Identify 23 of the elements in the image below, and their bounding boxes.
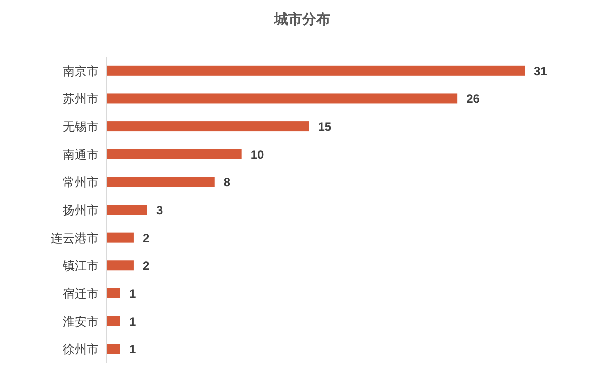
data-label: 2	[142, 231, 150, 246]
category-label: 连云港市	[51, 231, 99, 246]
data-label: 1	[129, 286, 136, 301]
data-label: 31	[534, 64, 548, 78]
data-label: 3	[156, 204, 164, 218]
category-label: 镇江市	[63, 259, 99, 274]
data-label: 15	[318, 120, 332, 134]
title: 城市分布	[274, 11, 330, 27]
data-label: 26	[466, 92, 480, 106]
category-label: 淮安市	[63, 314, 99, 329]
data-label: 1	[129, 314, 136, 329]
data-label: 8	[224, 176, 231, 190]
category-label: 宿迁市	[63, 286, 99, 301]
category-label: 南通市	[63, 148, 99, 162]
data-label: 2	[142, 259, 150, 274]
category-label: 常州市	[63, 176, 99, 190]
data-label: 1	[129, 342, 136, 357]
category-label: 苏州市	[63, 92, 99, 106]
category-label: 扬州市	[63, 204, 99, 218]
data-label: 10	[250, 148, 264, 162]
category-label: 徐州市	[63, 342, 99, 357]
category-label: 无锡市	[63, 120, 99, 134]
category-label: 南京市	[63, 64, 99, 78]
